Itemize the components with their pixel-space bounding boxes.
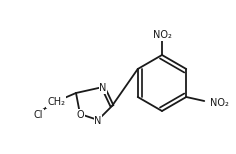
Text: O: O	[76, 110, 84, 120]
Text: NO₂: NO₂	[152, 30, 171, 40]
Text: N: N	[94, 116, 102, 126]
Text: NO₂: NO₂	[210, 98, 229, 108]
Text: N: N	[99, 83, 107, 93]
Text: Cl: Cl	[33, 110, 43, 120]
Text: CH₂: CH₂	[47, 97, 65, 107]
